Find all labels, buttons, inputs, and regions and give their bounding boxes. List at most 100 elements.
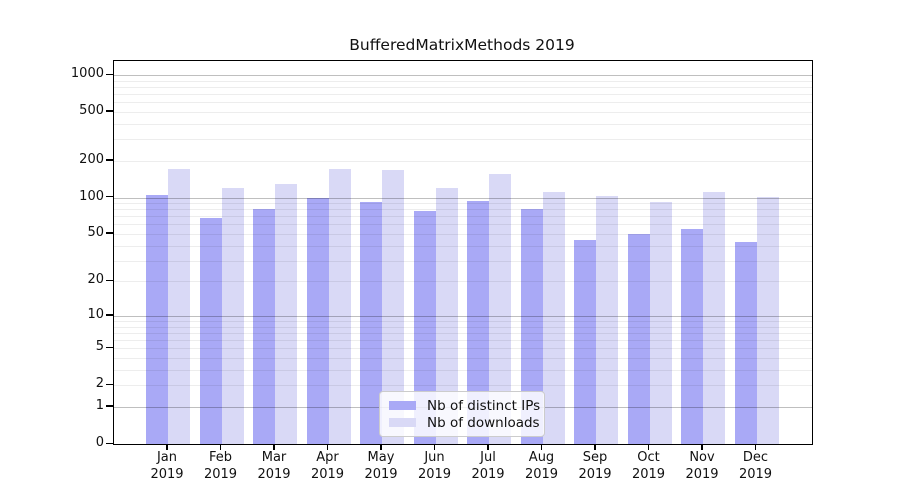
y-tick-mark xyxy=(106,442,113,444)
x-tick-mark xyxy=(326,444,329,450)
minor-gridline xyxy=(114,369,812,371)
x-tick-label: Feb 2019 xyxy=(193,450,249,483)
x-tick-year: 2019 xyxy=(631,466,666,482)
y-tick-mark xyxy=(106,405,113,407)
major-gridline xyxy=(114,197,812,199)
x-tick-mark xyxy=(594,444,596,450)
x-tick-year: 2019 xyxy=(257,466,291,482)
x-tick-month: Apr xyxy=(316,450,339,465)
minor-gridline xyxy=(114,321,812,323)
plot-area xyxy=(113,60,813,445)
bar-downloads-sep xyxy=(596,195,618,444)
bar-distinct_ips-mar xyxy=(253,209,275,444)
x-tick-mark xyxy=(166,444,168,450)
legend-item-downloads: Nb of downloads xyxy=(389,414,540,431)
legend-label-downloads: Nb of downloads xyxy=(427,414,540,431)
y-tick-mark xyxy=(106,232,113,234)
y-tick-label: 500 xyxy=(79,102,104,118)
y-tick-mark xyxy=(106,110,113,112)
minor-gridline xyxy=(114,348,812,350)
x-tick-mark xyxy=(380,444,382,450)
y-tick-mark xyxy=(106,314,113,316)
bar-downloads-oct xyxy=(649,201,672,444)
x-tick-year: 2019 xyxy=(364,466,398,482)
x-tick-month: Dec xyxy=(742,450,769,465)
bar-downloads-jul xyxy=(489,174,511,444)
minor-gridline xyxy=(114,245,812,247)
minor-gridline xyxy=(114,123,812,125)
minor-gridline xyxy=(114,102,812,104)
minor-gridline xyxy=(114,332,812,334)
x-tick-label: Jul 2019 xyxy=(460,450,516,483)
bar-downloads-jan xyxy=(168,169,190,444)
legend: Nb of distinct IPs Nb of downloads xyxy=(379,391,545,437)
grid-layer xyxy=(114,61,812,444)
y-tick-label: 20 xyxy=(87,272,104,288)
bar-distinct_ips-sep xyxy=(574,239,596,444)
minor-gridline xyxy=(114,340,812,342)
y-tick-label: 2 xyxy=(95,376,104,392)
x-tick-month: Nov xyxy=(689,450,715,465)
bar-downloads-feb xyxy=(221,187,244,444)
x-tick-month: Oct xyxy=(637,450,660,465)
bar-downloads-mar xyxy=(275,183,297,444)
bar-distinct_ips-dec xyxy=(734,241,757,444)
chart-title: BufferedMatrixMethods 2019 xyxy=(349,36,575,54)
bar-distinct_ips-apr xyxy=(306,197,329,444)
x-tick-mark xyxy=(487,444,489,450)
bar-distinct_ips-jan xyxy=(146,194,168,444)
x-tick-label: Dec 2019 xyxy=(728,450,784,483)
y-tick-label: 10 xyxy=(87,306,104,322)
bar-downloads-nov xyxy=(703,192,725,444)
x-tick-year: 2019 xyxy=(738,466,773,482)
x-tick-label: Oct 2019 xyxy=(621,450,677,483)
x-tick-year: 2019 xyxy=(150,466,184,482)
x-tick-month: Feb xyxy=(208,450,233,465)
x-tick-mark xyxy=(647,444,650,450)
minor-gridline xyxy=(114,224,812,226)
bar-distinct_ips-feb xyxy=(199,217,222,444)
x-tick-month: Sep xyxy=(582,450,608,465)
x-tick-year: 2019 xyxy=(524,466,559,482)
minor-gridline xyxy=(114,209,812,211)
x-tick-label: Sep 2019 xyxy=(567,450,623,483)
minor-gridline xyxy=(114,326,812,328)
x-tick-year: 2019 xyxy=(203,466,238,482)
x-tick-month: Aug xyxy=(528,450,555,465)
x-tick-month: Jan xyxy=(156,450,178,465)
minor-gridline xyxy=(114,80,812,82)
x-tick-year: 2019 xyxy=(578,466,612,482)
y-tick-label: 50 xyxy=(87,224,104,240)
x-tick-mark xyxy=(433,444,436,450)
x-tick-year: 2019 xyxy=(471,466,505,482)
bar-downloads-dec xyxy=(756,196,779,444)
bar-distinct_ips-jun xyxy=(413,210,436,444)
legend-item-distinct-ips: Nb of distinct IPs xyxy=(389,397,540,414)
minor-gridline xyxy=(114,385,812,387)
x-tick-year: 2019 xyxy=(685,466,719,482)
y-tick-mark xyxy=(106,159,113,161)
y-tick-mark xyxy=(106,383,113,386)
bar-distinct_ips-aug xyxy=(520,209,543,444)
minor-gridline xyxy=(114,260,812,262)
x-tick-label: Jun 2019 xyxy=(407,450,463,483)
y-tick-label: 200 xyxy=(79,151,104,167)
bars-layer xyxy=(114,61,812,444)
bar-distinct_ips-jul xyxy=(467,200,489,444)
y-tick-mark xyxy=(106,346,113,349)
y-tick-mark xyxy=(106,196,113,198)
minor-gridline xyxy=(114,86,812,88)
minor-gridline xyxy=(114,111,812,113)
x-tick-label: Nov 2019 xyxy=(674,450,730,483)
minor-gridline xyxy=(114,358,812,360)
bar-downloads-apr xyxy=(328,169,351,444)
x-tick-label: Aug 2019 xyxy=(514,450,570,483)
x-tick-label: Mar 2019 xyxy=(246,450,302,483)
bar-downloads-jun xyxy=(435,187,458,444)
minor-gridline xyxy=(114,233,812,235)
y-tick-label: 0 xyxy=(95,435,104,450)
x-tick-month: May xyxy=(367,450,395,465)
minor-gridline xyxy=(114,94,812,96)
x-tick-year: 2019 xyxy=(310,466,345,482)
